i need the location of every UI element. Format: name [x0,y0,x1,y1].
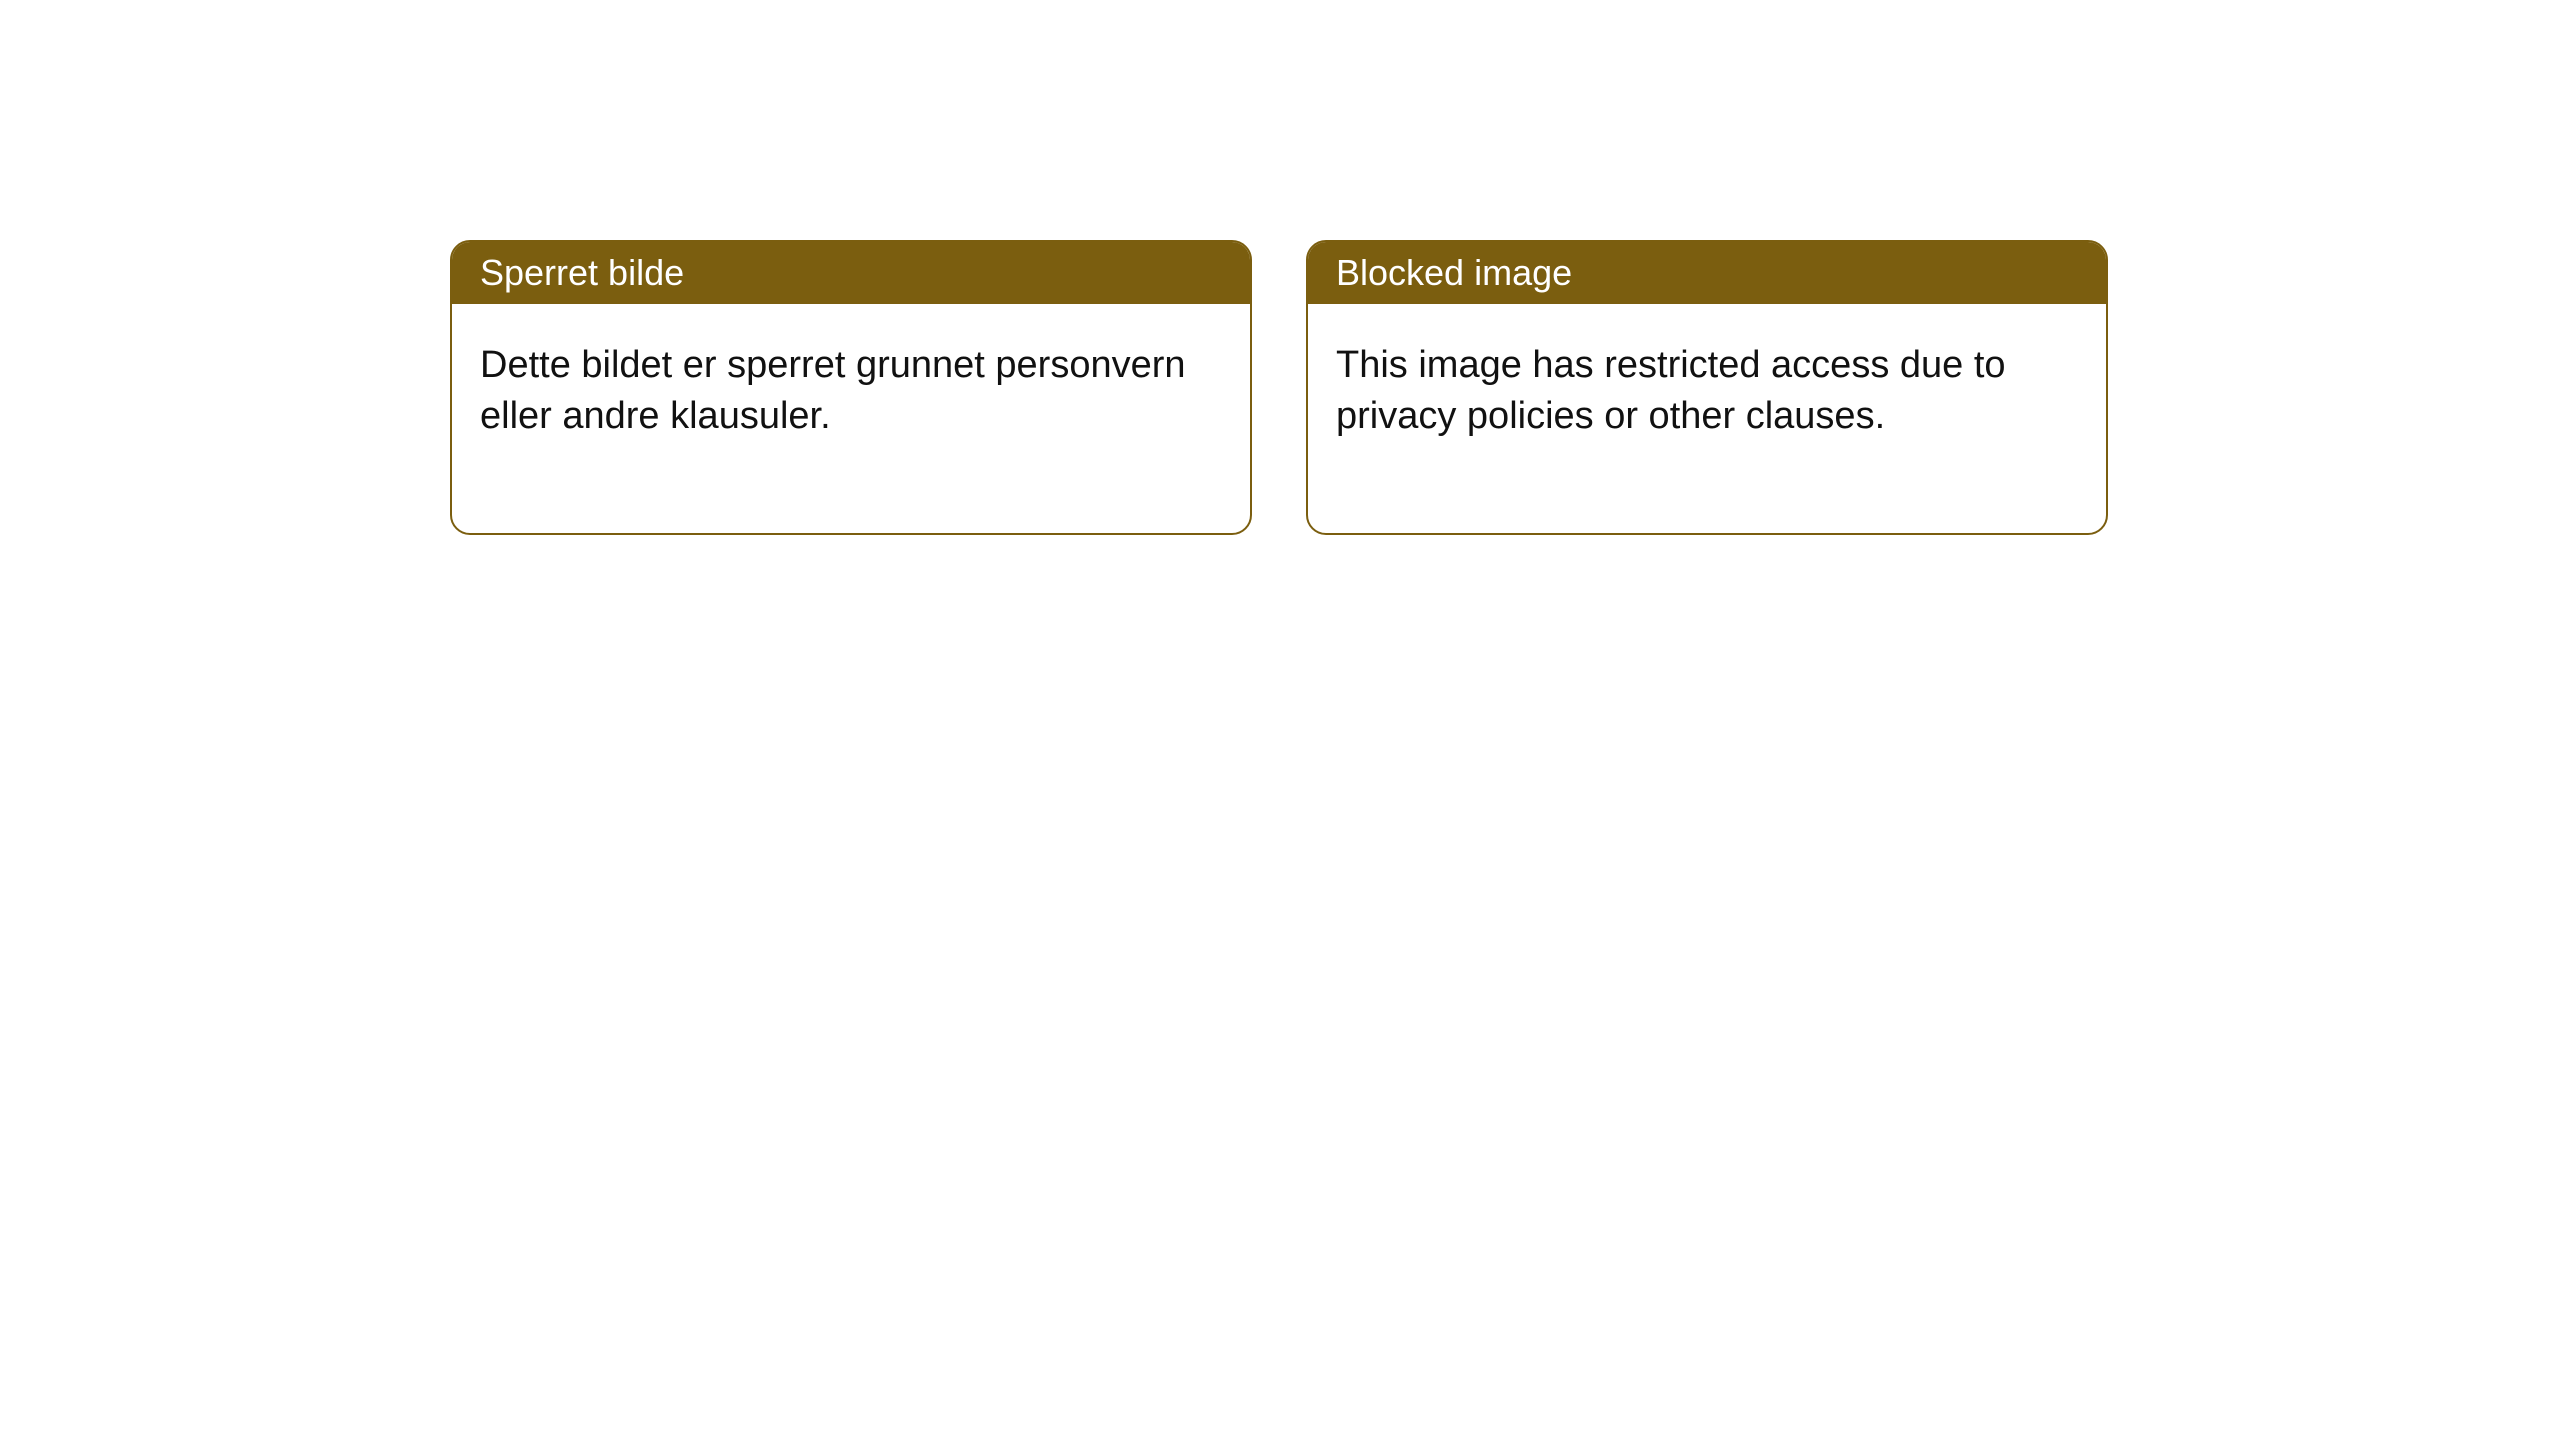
notice-title-no: Sperret bilde [452,242,1250,304]
notice-body-no: Dette bildet er sperret grunnet personve… [452,304,1250,533]
notice-container: Sperret bilde Dette bildet er sperret gr… [450,240,2108,535]
notice-card-no: Sperret bilde Dette bildet er sperret gr… [450,240,1252,535]
notice-body-en: This image has restricted access due to … [1308,304,2106,533]
notice-title-en: Blocked image [1308,242,2106,304]
notice-card-en: Blocked image This image has restricted … [1306,240,2108,535]
